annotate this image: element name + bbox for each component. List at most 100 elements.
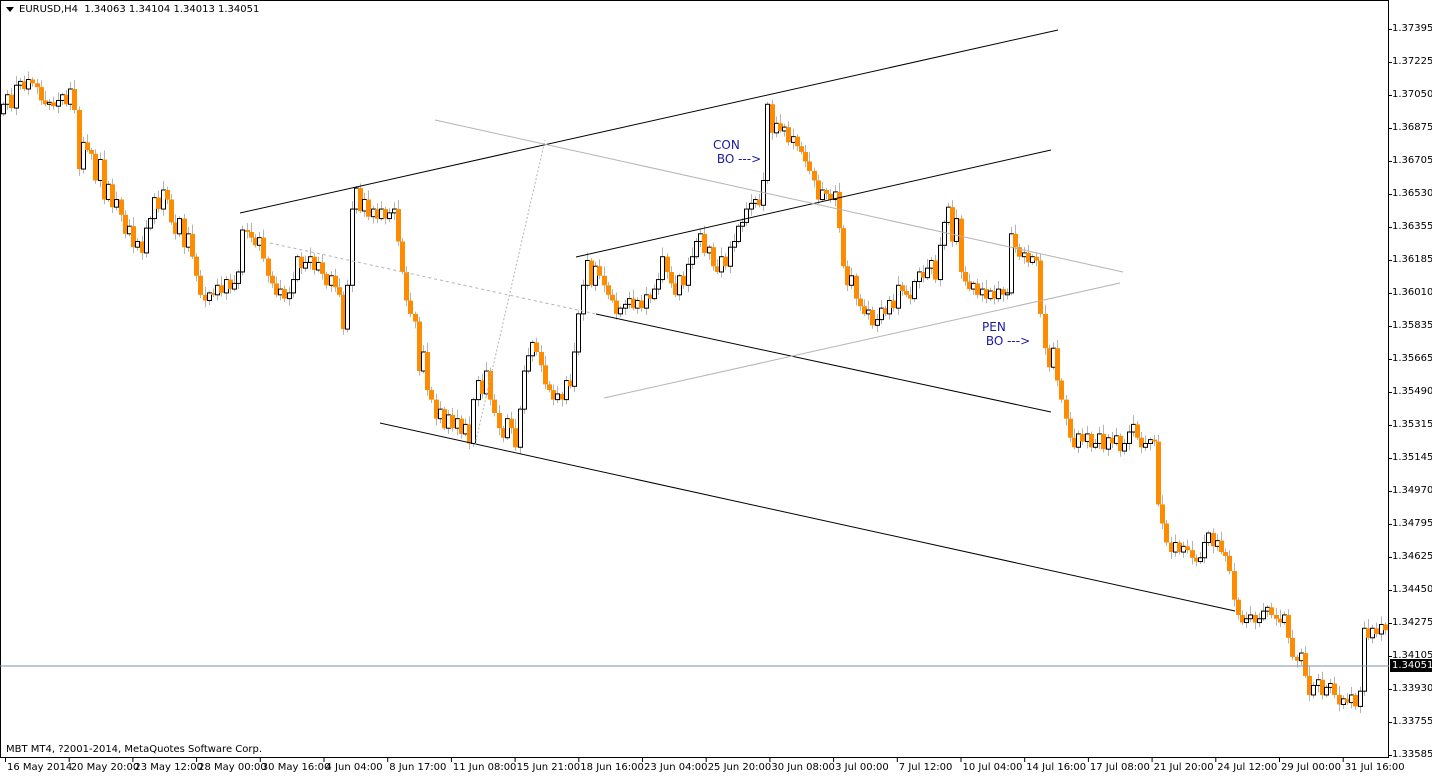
candle <box>942 220 947 250</box>
candle <box>396 199 401 247</box>
candle <box>56 92 61 114</box>
candle-body-bull <box>329 275 334 286</box>
candle <box>1295 654 1300 668</box>
candle-body-bear <box>1001 289 1006 295</box>
candle <box>669 266 674 288</box>
candle-body-bear <box>539 351 544 366</box>
candle <box>1366 619 1371 641</box>
candle <box>1244 611 1249 629</box>
candle-body-bear <box>467 424 472 444</box>
candle <box>165 186 170 205</box>
chart-frame <box>0 0 1389 758</box>
candle-body-bear <box>89 150 94 154</box>
candle <box>904 285 909 298</box>
candle-body-bull <box>1076 433 1081 448</box>
candle-body-bear <box>64 94 69 105</box>
candle-body-bear <box>799 146 804 152</box>
candle <box>72 79 77 114</box>
candle <box>728 241 733 274</box>
candle-body-bull <box>1257 618 1262 624</box>
trendline[interactable] <box>434 119 1124 273</box>
candle <box>803 145 808 168</box>
candle-body-bull <box>257 237 262 246</box>
candle-body-bull <box>1051 347 1056 368</box>
candle-body-bear <box>417 321 422 372</box>
candle <box>933 254 938 284</box>
price-label: 1.36355 <box>1392 221 1432 232</box>
candle-body-bear <box>219 285 224 293</box>
candle-body-bear <box>324 273 329 286</box>
candle-body-bull <box>236 271 241 284</box>
candle <box>106 180 111 202</box>
candle-body-bull <box>1022 252 1027 258</box>
candle <box>1311 682 1316 699</box>
candle-body-bull <box>354 187 359 210</box>
trendline[interactable] <box>603 282 1121 399</box>
candle-body-bear <box>169 199 174 223</box>
candle <box>744 202 749 226</box>
candle <box>543 356 548 389</box>
candle <box>93 149 98 184</box>
candle <box>1068 411 1073 443</box>
candle <box>1332 676 1337 699</box>
candle-body-bear <box>702 233 707 253</box>
price-label: 1.33930 <box>1392 683 1432 694</box>
annotation-pen-bo[interactable]: PEN BO ---> <box>982 320 1030 348</box>
candle-body-bear <box>639 300 644 309</box>
candle <box>194 253 199 282</box>
candle <box>1198 552 1203 564</box>
candle-body-bear <box>551 390 556 400</box>
trendline[interactable] <box>379 422 1236 612</box>
candle <box>114 191 119 211</box>
candle <box>354 185 359 214</box>
candle-body-bear <box>715 266 720 272</box>
candle <box>1303 646 1308 679</box>
annotation-con-bo[interactable]: CON BO ---> <box>713 138 761 166</box>
candle <box>564 375 569 405</box>
trendline-dotted[interactable] <box>474 139 546 446</box>
candle-body-bear <box>1034 256 1039 261</box>
candle <box>1064 395 1069 426</box>
candle-body-bear <box>43 100 48 105</box>
time-label: 14 Jul 16:00 <box>1026 762 1087 773</box>
dropdown-triangle-icon[interactable] <box>6 6 14 12</box>
time-label: 30 Jun 08:00 <box>771 762 835 773</box>
candle-body-bull <box>791 136 796 143</box>
candle <box>211 288 216 298</box>
candle <box>807 152 812 175</box>
candle-body-bear <box>312 256 317 271</box>
price-label: 1.33755 <box>1392 716 1432 727</box>
candle-body-bull <box>379 208 384 220</box>
candle-body-bear <box>681 275 686 286</box>
candle <box>1152 435 1157 447</box>
candle-body-bear <box>770 104 775 133</box>
candle-body-bear <box>1211 533 1216 547</box>
candle-body-bull <box>421 351 426 372</box>
candle-body-bull <box>677 275 682 296</box>
candle-body-bull <box>564 380 569 401</box>
candle-body-bull <box>371 208 376 218</box>
candle-body-bull <box>875 319 880 326</box>
candle-body-bull <box>476 380 481 401</box>
trendline[interactable] <box>595 313 1052 413</box>
candle <box>681 271 686 289</box>
candle <box>513 419 518 451</box>
trendline-dashed[interactable] <box>269 242 597 315</box>
candle-body-bear <box>480 380 485 394</box>
candle <box>1055 340 1060 387</box>
candle <box>1026 244 1031 267</box>
candle <box>358 183 363 214</box>
candle <box>837 182 842 233</box>
candle-body-bull <box>694 240 699 258</box>
trendline[interactable] <box>239 29 1059 214</box>
candle-body-bear <box>408 300 413 314</box>
candle <box>417 316 422 376</box>
price-label: 1.36185 <box>1392 254 1432 265</box>
candle-body-bear <box>1345 698 1350 703</box>
price-label: 1.35490 <box>1392 386 1432 397</box>
candle-body-bull <box>1316 679 1321 686</box>
candle-body-bear <box>606 285 611 295</box>
candle-body-bear <box>249 231 254 238</box>
candle <box>959 215 964 279</box>
